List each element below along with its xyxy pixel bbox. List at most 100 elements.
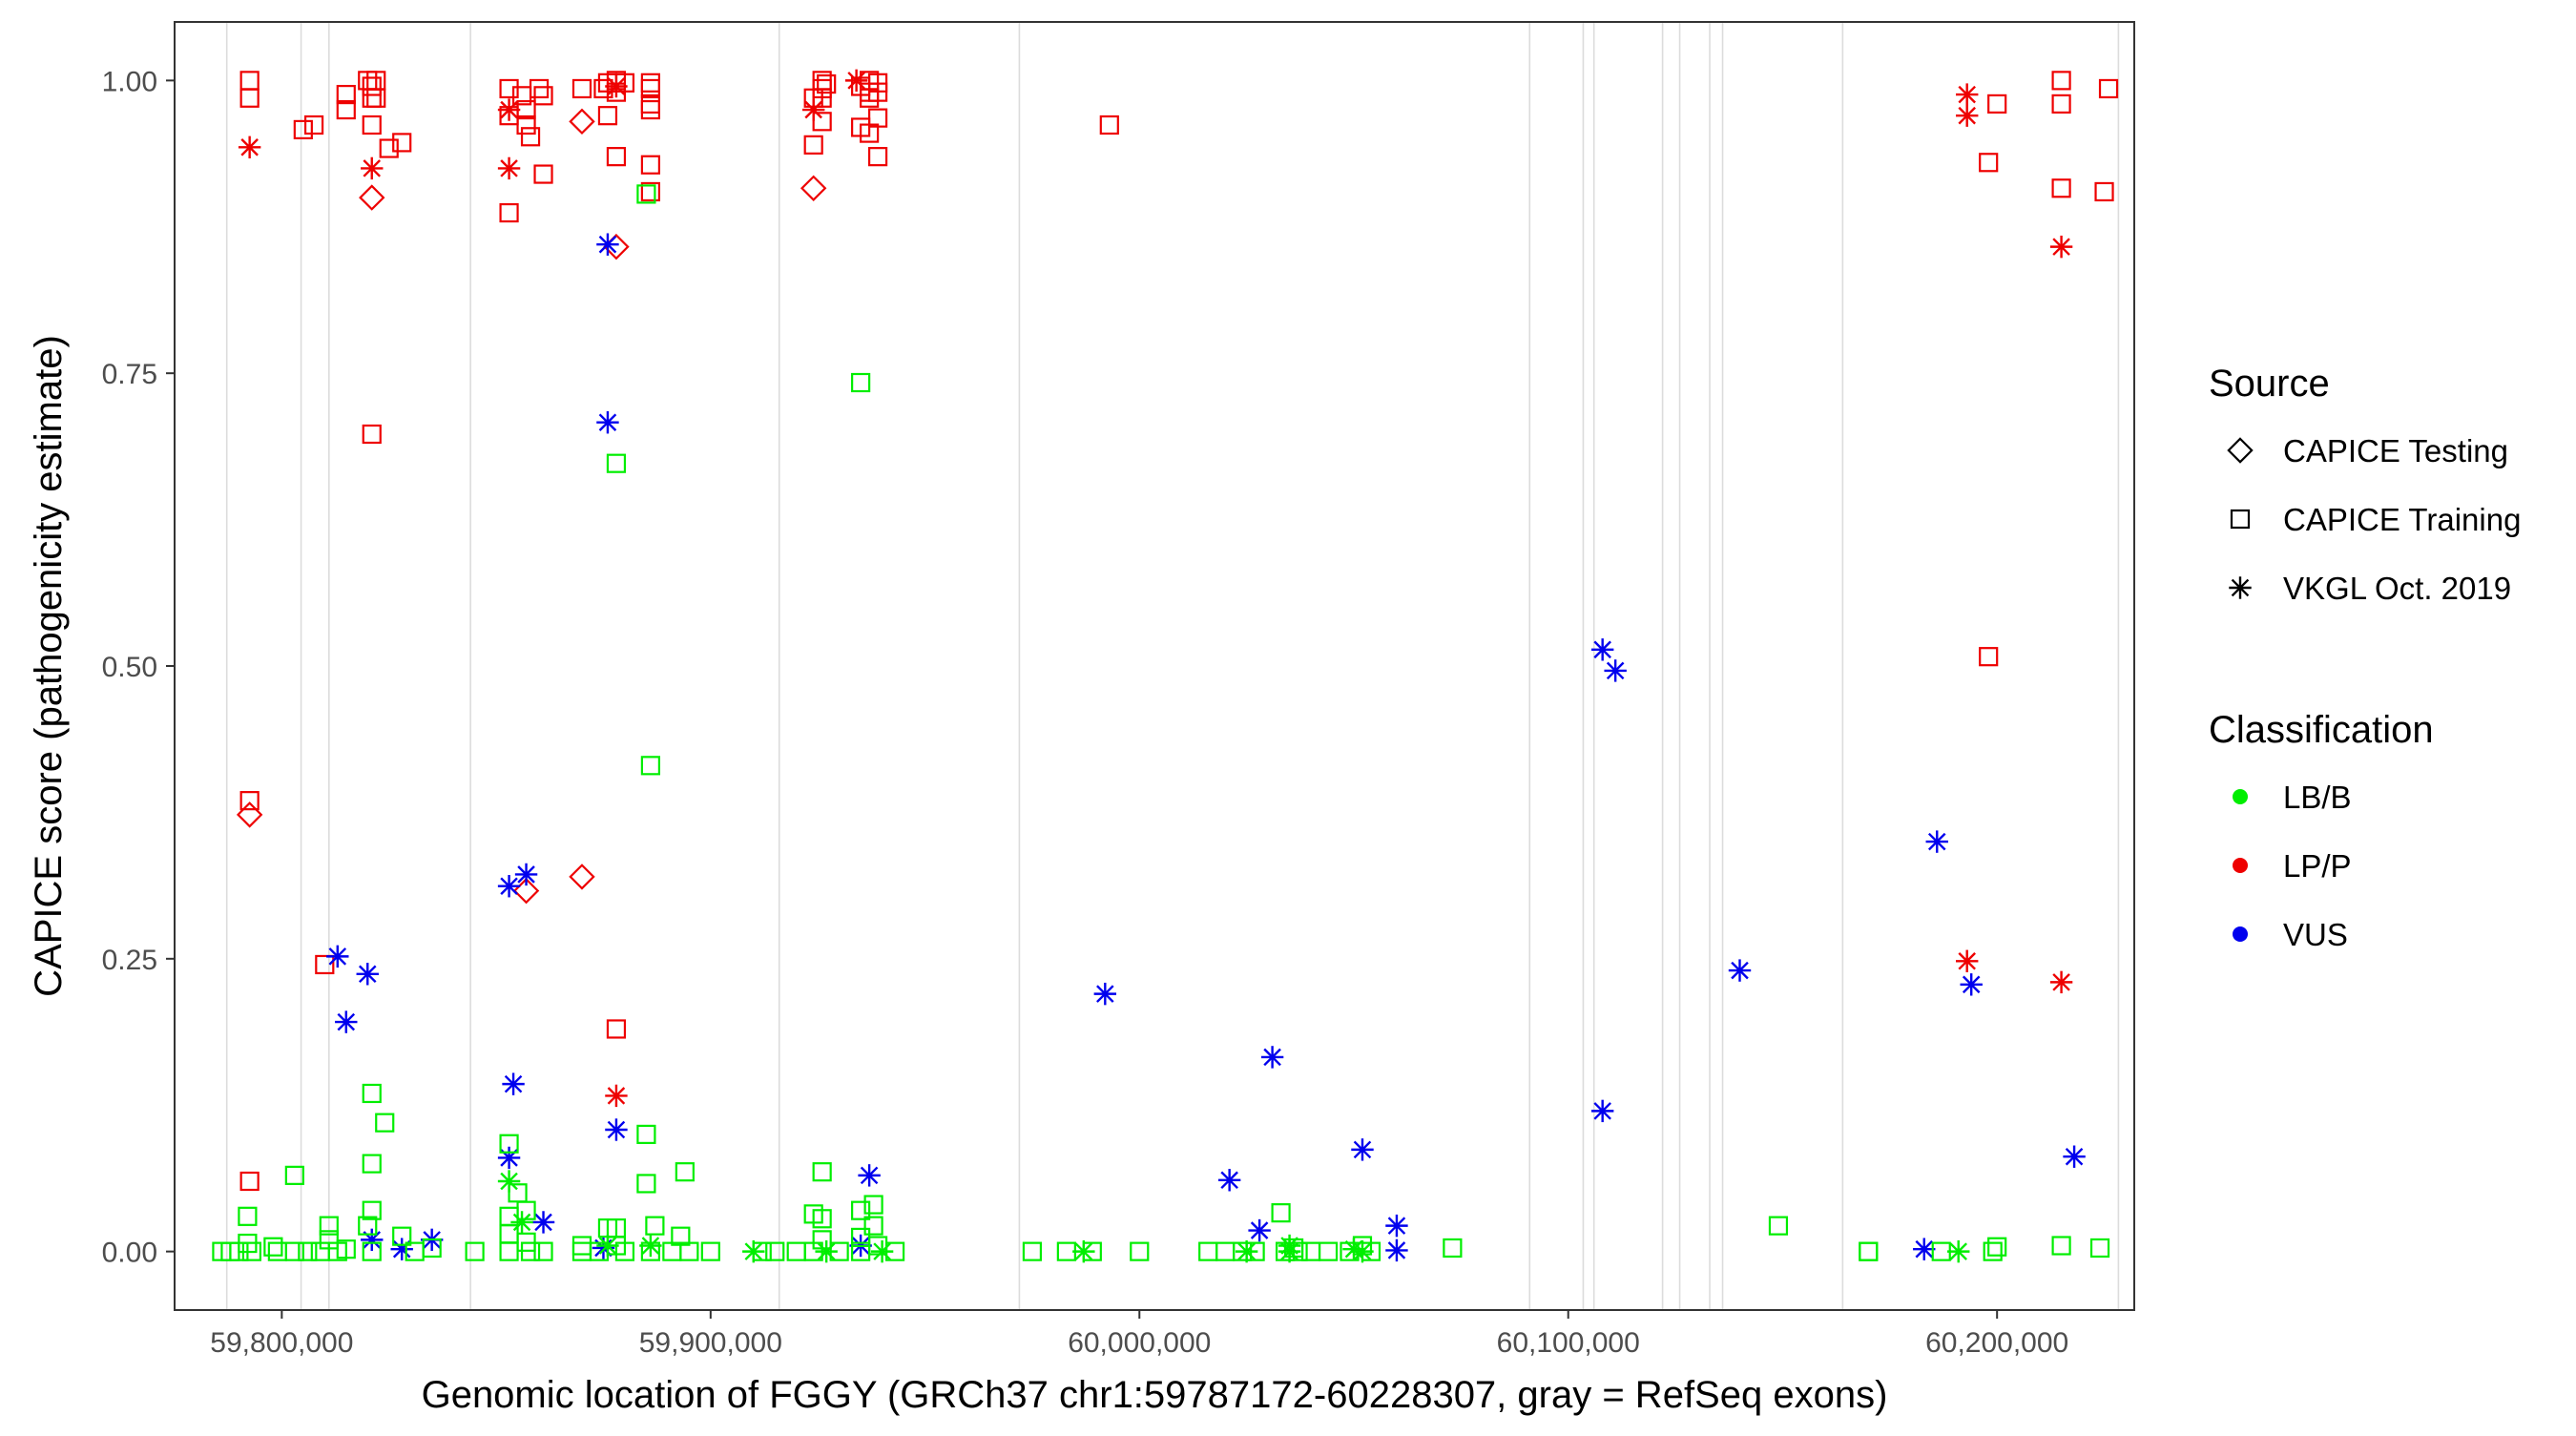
data-point bbox=[335, 1010, 358, 1033]
data-point bbox=[606, 147, 627, 167]
data-point bbox=[315, 954, 335, 975]
data-point bbox=[2049, 970, 2073, 994]
legend-key-star bbox=[2229, 576, 2252, 599]
data-point bbox=[1443, 1238, 1463, 1259]
data-point bbox=[1385, 1214, 1408, 1238]
data-point bbox=[336, 1239, 356, 1259]
data-point bbox=[1130, 1241, 1150, 1261]
data-point bbox=[1351, 1138, 1374, 1161]
data-point bbox=[863, 1216, 883, 1236]
data-point bbox=[870, 1239, 894, 1263]
data-point bbox=[529, 78, 550, 99]
data-point bbox=[392, 1226, 412, 1246]
data-point bbox=[516, 99, 536, 120]
x-axis-title: Genomic location of FGGY (GRCh37 chr1:59… bbox=[422, 1374, 1888, 1416]
data-point bbox=[284, 1241, 304, 1261]
data-point bbox=[606, 453, 627, 473]
data-point bbox=[812, 112, 832, 132]
y-tick-label: 0.25 bbox=[102, 945, 157, 976]
legend-key-dot bbox=[2233, 926, 2248, 942]
data-point bbox=[1913, 1238, 1936, 1260]
legend-source-title: Source bbox=[2209, 363, 2330, 405]
legend-label: CAPICE Testing bbox=[2283, 433, 2508, 468]
data-point bbox=[516, 1200, 536, 1220]
data-point bbox=[284, 1165, 304, 1185]
data-point bbox=[1217, 1169, 1241, 1192]
data-point bbox=[533, 1241, 553, 1261]
data-point bbox=[359, 184, 385, 211]
data-point bbox=[1728, 959, 1752, 982]
data-point bbox=[520, 1241, 541, 1261]
data-point bbox=[2089, 1238, 2110, 1259]
legend: Source CAPICE Testing CAPICE Training VKGL… bbox=[2209, 363, 2521, 952]
data-point bbox=[422, 1238, 442, 1259]
data-point bbox=[1604, 659, 1627, 682]
data-point bbox=[800, 175, 827, 201]
data-point bbox=[645, 1216, 665, 1236]
data-point bbox=[1987, 1237, 2007, 1257]
data-point bbox=[236, 801, 263, 828]
data-point bbox=[597, 106, 618, 126]
data-point bbox=[752, 1241, 772, 1261]
data-point bbox=[679, 1241, 699, 1261]
data-point bbox=[366, 88, 386, 108]
x-tick-label: 60,100,000 bbox=[1497, 1327, 1640, 1359]
data-point bbox=[817, 73, 837, 94]
legend-key-diamond bbox=[2227, 437, 2254, 464]
data-point bbox=[1859, 1241, 1879, 1261]
data-point bbox=[1385, 1238, 1408, 1262]
data-point bbox=[362, 1241, 382, 1261]
legend-label: CAPICE Training bbox=[2283, 502, 2521, 537]
data-point bbox=[238, 1206, 258, 1226]
data-point bbox=[238, 135, 261, 159]
data-point bbox=[1956, 104, 1979, 127]
data-point bbox=[765, 1241, 785, 1261]
data-point bbox=[392, 133, 412, 153]
data-point bbox=[502, 1072, 525, 1095]
data-point bbox=[362, 424, 382, 445]
data-point bbox=[851, 1200, 871, 1220]
data-point bbox=[2098, 78, 2119, 99]
data-point bbox=[636, 184, 656, 204]
data-point bbox=[605, 1084, 628, 1108]
legend-label: LP/P bbox=[2283, 848, 2352, 884]
data-point bbox=[1979, 153, 1999, 173]
data-points bbox=[212, 69, 2119, 1263]
data-point bbox=[812, 1162, 832, 1182]
data-point bbox=[319, 1216, 339, 1236]
data-point bbox=[571, 78, 592, 99]
data-point bbox=[1082, 1241, 1102, 1261]
data-point bbox=[1590, 1099, 1614, 1123]
y-tick-label: 0.00 bbox=[102, 1238, 157, 1269]
series-lp-p bbox=[236, 69, 2119, 1192]
data-point bbox=[2051, 178, 2071, 198]
data-point bbox=[700, 1241, 720, 1261]
data-point bbox=[1288, 1241, 1308, 1261]
legend-classification-items: LB/B LP/P VUS bbox=[2233, 780, 2352, 952]
legend-source-items: CAPICE Testing CAPICE Training VKGL Oct. 2… bbox=[2227, 433, 2521, 606]
legend-key-dot bbox=[2233, 789, 2248, 804]
legend-label: VUS bbox=[2283, 917, 2348, 952]
data-point bbox=[868, 108, 888, 128]
data-point bbox=[858, 1164, 881, 1187]
data-point bbox=[844, 69, 868, 93]
data-point bbox=[1099, 114, 1119, 135]
data-point bbox=[640, 181, 660, 202]
data-point bbox=[640, 155, 660, 175]
data-point bbox=[531, 1211, 555, 1234]
data-point bbox=[499, 202, 519, 223]
data-point bbox=[1947, 1239, 1970, 1263]
data-point bbox=[497, 156, 521, 180]
data-point bbox=[2063, 1145, 2086, 1168]
y-axis-title: CAPICE score (pathogenicity estimate) bbox=[28, 335, 70, 997]
data-point bbox=[326, 945, 349, 968]
legend-key-square bbox=[2230, 509, 2251, 530]
data-point bbox=[298, 1241, 318, 1261]
data-point bbox=[614, 73, 635, 93]
data-point bbox=[884, 1241, 905, 1261]
data-point bbox=[1361, 1241, 1381, 1261]
data-point bbox=[863, 1195, 883, 1215]
series-lb-b bbox=[212, 184, 2110, 1263]
legend-classification-title: Classification bbox=[2209, 709, 2434, 751]
data-point bbox=[2049, 235, 2073, 259]
